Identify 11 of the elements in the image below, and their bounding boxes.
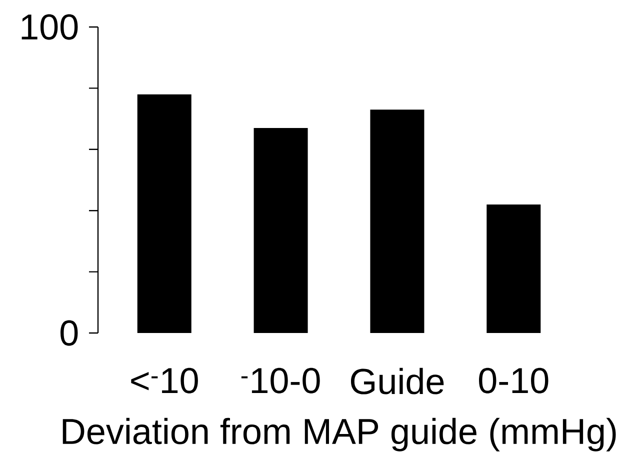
bar (370, 110, 424, 333)
x-tick-label: Guide (350, 368, 444, 394)
bar (486, 204, 541, 333)
y-tick-label: 100 (22, 14, 78, 40)
y-tick-label: 0 (60, 320, 78, 346)
x-axis-title: Deviation from MAP guide (mmHg) (62, 418, 616, 452)
x-tick-label: <$^{-}$10 (131, 368, 198, 394)
bar (254, 128, 308, 333)
x-tick-label: 0-10 (479, 368, 548, 394)
bar (137, 94, 192, 333)
x-tick-label: $^{-}$10-0 (241, 368, 320, 394)
